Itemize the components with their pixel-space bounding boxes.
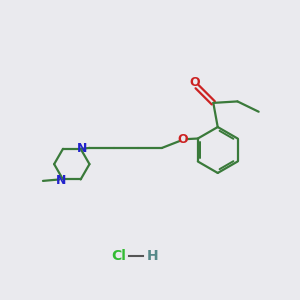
Text: O: O: [178, 133, 188, 146]
Text: N: N: [77, 142, 87, 155]
Text: Cl: Cl: [112, 249, 126, 263]
Text: O: O: [190, 76, 200, 89]
Text: N: N: [56, 173, 67, 187]
Text: H: H: [147, 249, 159, 263]
